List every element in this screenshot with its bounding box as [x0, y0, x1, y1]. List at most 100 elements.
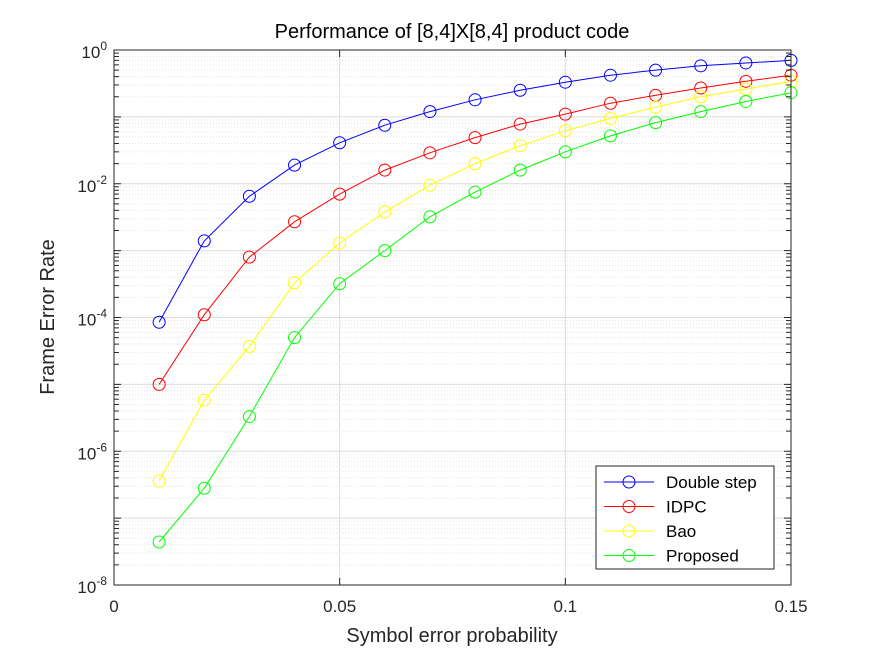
legend-item: Double step — [604, 473, 757, 492]
y-tick-base: 10 — [77, 578, 96, 597]
data-point — [694, 59, 708, 73]
data-point — [739, 74, 753, 88]
data-point — [649, 116, 663, 130]
data-point — [152, 474, 166, 488]
data-point — [558, 124, 572, 138]
x-tick-label: 0.15 — [774, 597, 807, 616]
legend-label: Proposed — [666, 547, 739, 566]
data-point — [242, 410, 256, 424]
x-axis-label: Symbol error probability — [346, 625, 557, 647]
data-point — [694, 90, 708, 104]
data-point — [558, 75, 572, 89]
data-point — [468, 93, 482, 107]
y-tick-base: 10 — [81, 43, 100, 62]
data-point — [152, 315, 166, 329]
data-point — [197, 234, 211, 248]
series-double-step — [152, 53, 798, 329]
data-point — [333, 187, 347, 201]
data-point — [378, 118, 392, 132]
data-point — [468, 185, 482, 199]
data-point — [603, 129, 617, 143]
data-point — [468, 131, 482, 145]
y-tick-label: 10-2 — [77, 173, 107, 196]
data-point — [603, 68, 617, 82]
y-tick-base: 10 — [77, 177, 96, 196]
chart-title: Performance of [8,4]X[8,4] product code — [275, 21, 630, 43]
data-point — [513, 83, 527, 97]
data-point — [423, 146, 437, 160]
legend-label: IDPC — [666, 498, 707, 517]
data-point — [558, 145, 572, 159]
legend-item: Proposed — [604, 547, 739, 566]
data-point — [197, 393, 211, 407]
series-line — [158, 74, 792, 385]
series-bao — [152, 74, 798, 488]
data-point — [649, 100, 663, 114]
x-tick-labels: 0 0.05 0.1 0.15 — [109, 597, 807, 616]
data-point — [603, 111, 617, 125]
data-point — [649, 63, 663, 77]
data-point — [152, 535, 166, 549]
x-tick-label: 0.05 — [323, 597, 356, 616]
y-tick-base: 10 — [77, 311, 96, 330]
series-line — [158, 80, 792, 482]
legend-swatch-marker — [622, 475, 636, 489]
y-tick-exponent: -8 — [96, 574, 107, 588]
y-tick-exponent: -6 — [96, 440, 107, 454]
x-tick-label: 0.1 — [554, 597, 578, 616]
legend-label: Double step — [666, 473, 757, 492]
legend-label: Bao — [666, 522, 696, 541]
data-point — [197, 308, 211, 322]
data-point — [694, 105, 708, 119]
data-point — [468, 157, 482, 171]
y-tick-label: 10-4 — [77, 307, 107, 330]
data-point — [423, 178, 437, 192]
data-point — [513, 117, 527, 131]
series-proposed — [152, 86, 798, 549]
y-tick-exponent: 0 — [100, 39, 107, 53]
data-point — [513, 163, 527, 177]
data-point — [333, 277, 347, 291]
data-point — [333, 136, 347, 150]
data-point — [603, 96, 617, 110]
legend-item: IDPC — [604, 498, 707, 517]
x-tick-label: 0 — [109, 597, 118, 616]
y-tick-label: 100 — [81, 39, 107, 62]
data-point — [242, 250, 256, 264]
series-line — [158, 59, 792, 323]
series-line — [158, 92, 792, 543]
data-point — [378, 244, 392, 258]
data-point — [739, 94, 753, 108]
legend-swatch-marker — [622, 500, 636, 513]
series-idpc — [152, 68, 798, 391]
tick-marks — [113, 49, 792, 586]
data-point — [288, 215, 302, 229]
data-point — [242, 339, 256, 353]
data-point — [739, 56, 753, 70]
y-tick-label: 10-8 — [77, 574, 107, 597]
y-tick-exponent: -2 — [96, 173, 107, 187]
data-point — [694, 81, 708, 95]
data-point — [288, 331, 302, 345]
y-axis-label: Frame Error Rate — [37, 239, 59, 395]
data-point — [152, 377, 166, 391]
data-point — [378, 205, 392, 219]
legend-box — [595, 465, 775, 570]
data-point — [197, 481, 211, 495]
legend: Double step IDPC Bao Proposed — [595, 465, 775, 570]
legend-swatch-marker — [622, 549, 636, 562]
y-tick-exponent: -4 — [96, 307, 107, 321]
series-layer — [152, 53, 798, 549]
legend-item: Bao — [604, 522, 696, 541]
data-point — [288, 158, 302, 172]
data-point — [423, 105, 437, 119]
legend-swatch-marker — [622, 524, 636, 538]
data-point — [558, 107, 572, 121]
data-point — [378, 163, 392, 177]
y-tick-base: 10 — [77, 444, 96, 463]
data-point — [513, 139, 527, 153]
data-point — [423, 210, 437, 224]
y-tick-label: 10-6 — [77, 440, 107, 463]
